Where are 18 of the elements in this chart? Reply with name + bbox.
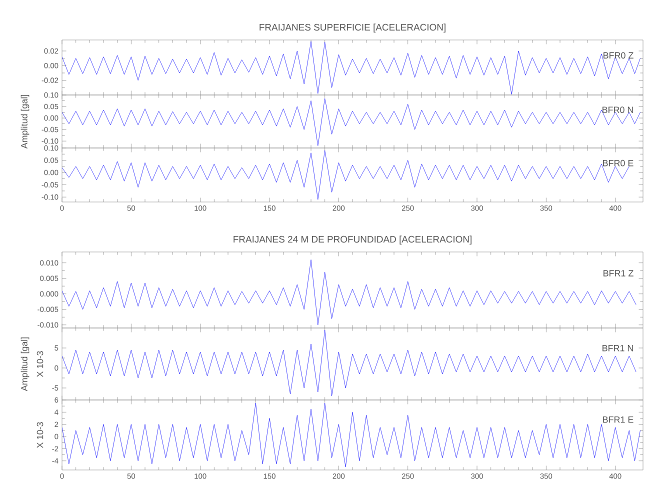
- series-label: BFR0 E: [603, 160, 634, 166]
- line-series: [62, 330, 636, 396]
- text: X 10-3: [36, 422, 44, 448]
- line-series: [62, 41, 640, 94]
- line-series: [62, 150, 630, 200]
- series-label: BFR1 N: [602, 345, 633, 352]
- chart-title: FRAIJANES 24 M DE PROFUNDIDAD [ACELERACION]: [234, 236, 472, 244]
- y-axis-title: Amplitud [gal]: [20, 337, 30, 392]
- series-label: BFR0 N: [602, 106, 633, 114]
- series-label: BFR0 Z: [604, 52, 634, 59]
- line-series: [62, 402, 640, 468]
- text: X 10-3: [36, 351, 44, 377]
- series-label: BFR1 Z: [604, 270, 634, 276]
- series-label: BFR1 E: [603, 416, 634, 423]
- line-series: [62, 98, 640, 146]
- y-axis-title: Amplitud [gal]: [20, 94, 30, 149]
- chart-title: FRAIJANES SUPERFICIE [ACELERACION]: [260, 24, 446, 32]
- line-series: [62, 260, 636, 326]
